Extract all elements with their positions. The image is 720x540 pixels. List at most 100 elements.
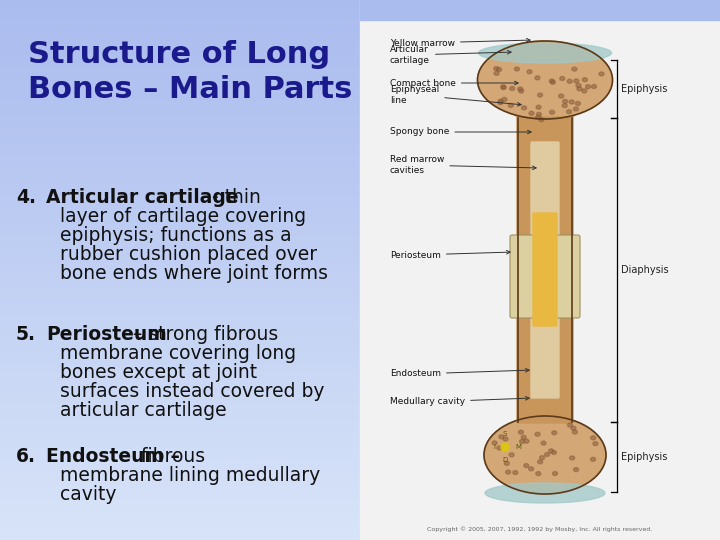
Ellipse shape (521, 106, 526, 110)
Text: layer of cartilage covering: layer of cartilage covering (60, 207, 306, 226)
Ellipse shape (549, 79, 554, 83)
Bar (0, 168, 360, 176)
Ellipse shape (549, 110, 554, 114)
FancyBboxPatch shape (533, 213, 557, 326)
Bar (0, 135, 360, 141)
Bar (0, 452, 360, 459)
Bar (0, 465, 360, 472)
Ellipse shape (567, 423, 572, 427)
Bar (360, 0, 720, 20)
Bar (0, 276, 360, 284)
Ellipse shape (484, 416, 606, 494)
Bar (0, 310, 360, 317)
Bar (0, 222, 360, 230)
Ellipse shape (570, 100, 574, 104)
Text: rubber cushion placed over: rubber cushion placed over (60, 245, 317, 264)
Bar (0, 486, 360, 492)
Ellipse shape (528, 467, 534, 471)
Text: Copyright © 2005, 2007, 1992, 1992 by Mosby, Inc. All rights reserved.: Copyright © 2005, 2007, 1992, 1992 by Mo… (428, 526, 652, 532)
Ellipse shape (576, 83, 581, 87)
Bar (0, 128, 360, 135)
Bar (360, 0, 720, 540)
Ellipse shape (513, 470, 518, 475)
Bar (0, 122, 360, 128)
Ellipse shape (501, 85, 505, 89)
Ellipse shape (529, 111, 534, 115)
Text: – strong fibrous: – strong fibrous (127, 325, 278, 344)
Ellipse shape (538, 93, 543, 97)
Bar (0, 500, 360, 507)
Bar (0, 14, 360, 20)
Bar (0, 297, 360, 303)
Ellipse shape (562, 104, 567, 107)
Bar (0, 263, 360, 270)
Bar (0, 230, 360, 237)
Bar (0, 94, 360, 102)
Text: Diaphysis: Diaphysis (621, 265, 669, 275)
Bar (0, 426, 360, 432)
Bar (0, 364, 360, 372)
Text: membrane lining medullary: membrane lining medullary (60, 466, 320, 485)
Ellipse shape (575, 102, 580, 105)
Bar (0, 351, 360, 357)
Text: surfaces instead covered by: surfaces instead covered by (60, 382, 325, 401)
Ellipse shape (524, 439, 529, 443)
Text: articular cartilage: articular cartilage (60, 401, 227, 420)
Bar (0, 195, 360, 202)
Ellipse shape (582, 78, 588, 82)
Bar (0, 324, 360, 330)
Ellipse shape (536, 115, 541, 119)
Ellipse shape (510, 86, 515, 91)
Bar (0, 176, 360, 183)
Ellipse shape (572, 430, 577, 434)
Text: 4.: 4. (16, 188, 36, 207)
Bar (0, 216, 360, 222)
Bar (0, 317, 360, 324)
Ellipse shape (485, 483, 605, 503)
Ellipse shape (599, 72, 604, 76)
Text: Medullary cavity: Medullary cavity (390, 396, 529, 407)
Ellipse shape (570, 456, 575, 460)
Bar (0, 472, 360, 480)
Ellipse shape (492, 441, 497, 445)
Text: 5.: 5. (16, 325, 36, 344)
Ellipse shape (572, 67, 577, 71)
Bar (0, 81, 360, 87)
Bar (0, 480, 360, 486)
Text: cavity: cavity (60, 485, 117, 504)
Ellipse shape (518, 87, 523, 91)
Bar (0, 284, 360, 291)
Polygon shape (480, 80, 610, 455)
Text: Spongy bone: Spongy bone (390, 127, 531, 137)
Bar (0, 115, 360, 122)
Bar (0, 189, 360, 195)
Ellipse shape (501, 86, 506, 90)
Bar (0, 148, 360, 156)
Bar (0, 291, 360, 297)
Bar (0, 40, 360, 47)
Text: Epiphysis: Epiphysis (621, 452, 667, 462)
Bar (0, 6, 360, 14)
Ellipse shape (520, 440, 524, 443)
Ellipse shape (574, 468, 579, 471)
Ellipse shape (573, 107, 578, 111)
Ellipse shape (593, 442, 598, 446)
Ellipse shape (498, 99, 503, 103)
Ellipse shape (544, 453, 549, 456)
Bar (0, 183, 360, 189)
Ellipse shape (567, 79, 572, 83)
Ellipse shape (552, 471, 557, 476)
Ellipse shape (582, 89, 587, 93)
Ellipse shape (505, 461, 509, 465)
Bar (0, 330, 360, 338)
Bar (0, 249, 360, 256)
Text: M: M (515, 444, 521, 450)
Ellipse shape (559, 77, 564, 80)
Ellipse shape (503, 437, 508, 441)
Bar (0, 519, 360, 526)
Ellipse shape (479, 43, 611, 63)
Ellipse shape (549, 449, 554, 453)
Bar (0, 438, 360, 445)
Ellipse shape (509, 453, 514, 457)
Bar (0, 493, 360, 500)
